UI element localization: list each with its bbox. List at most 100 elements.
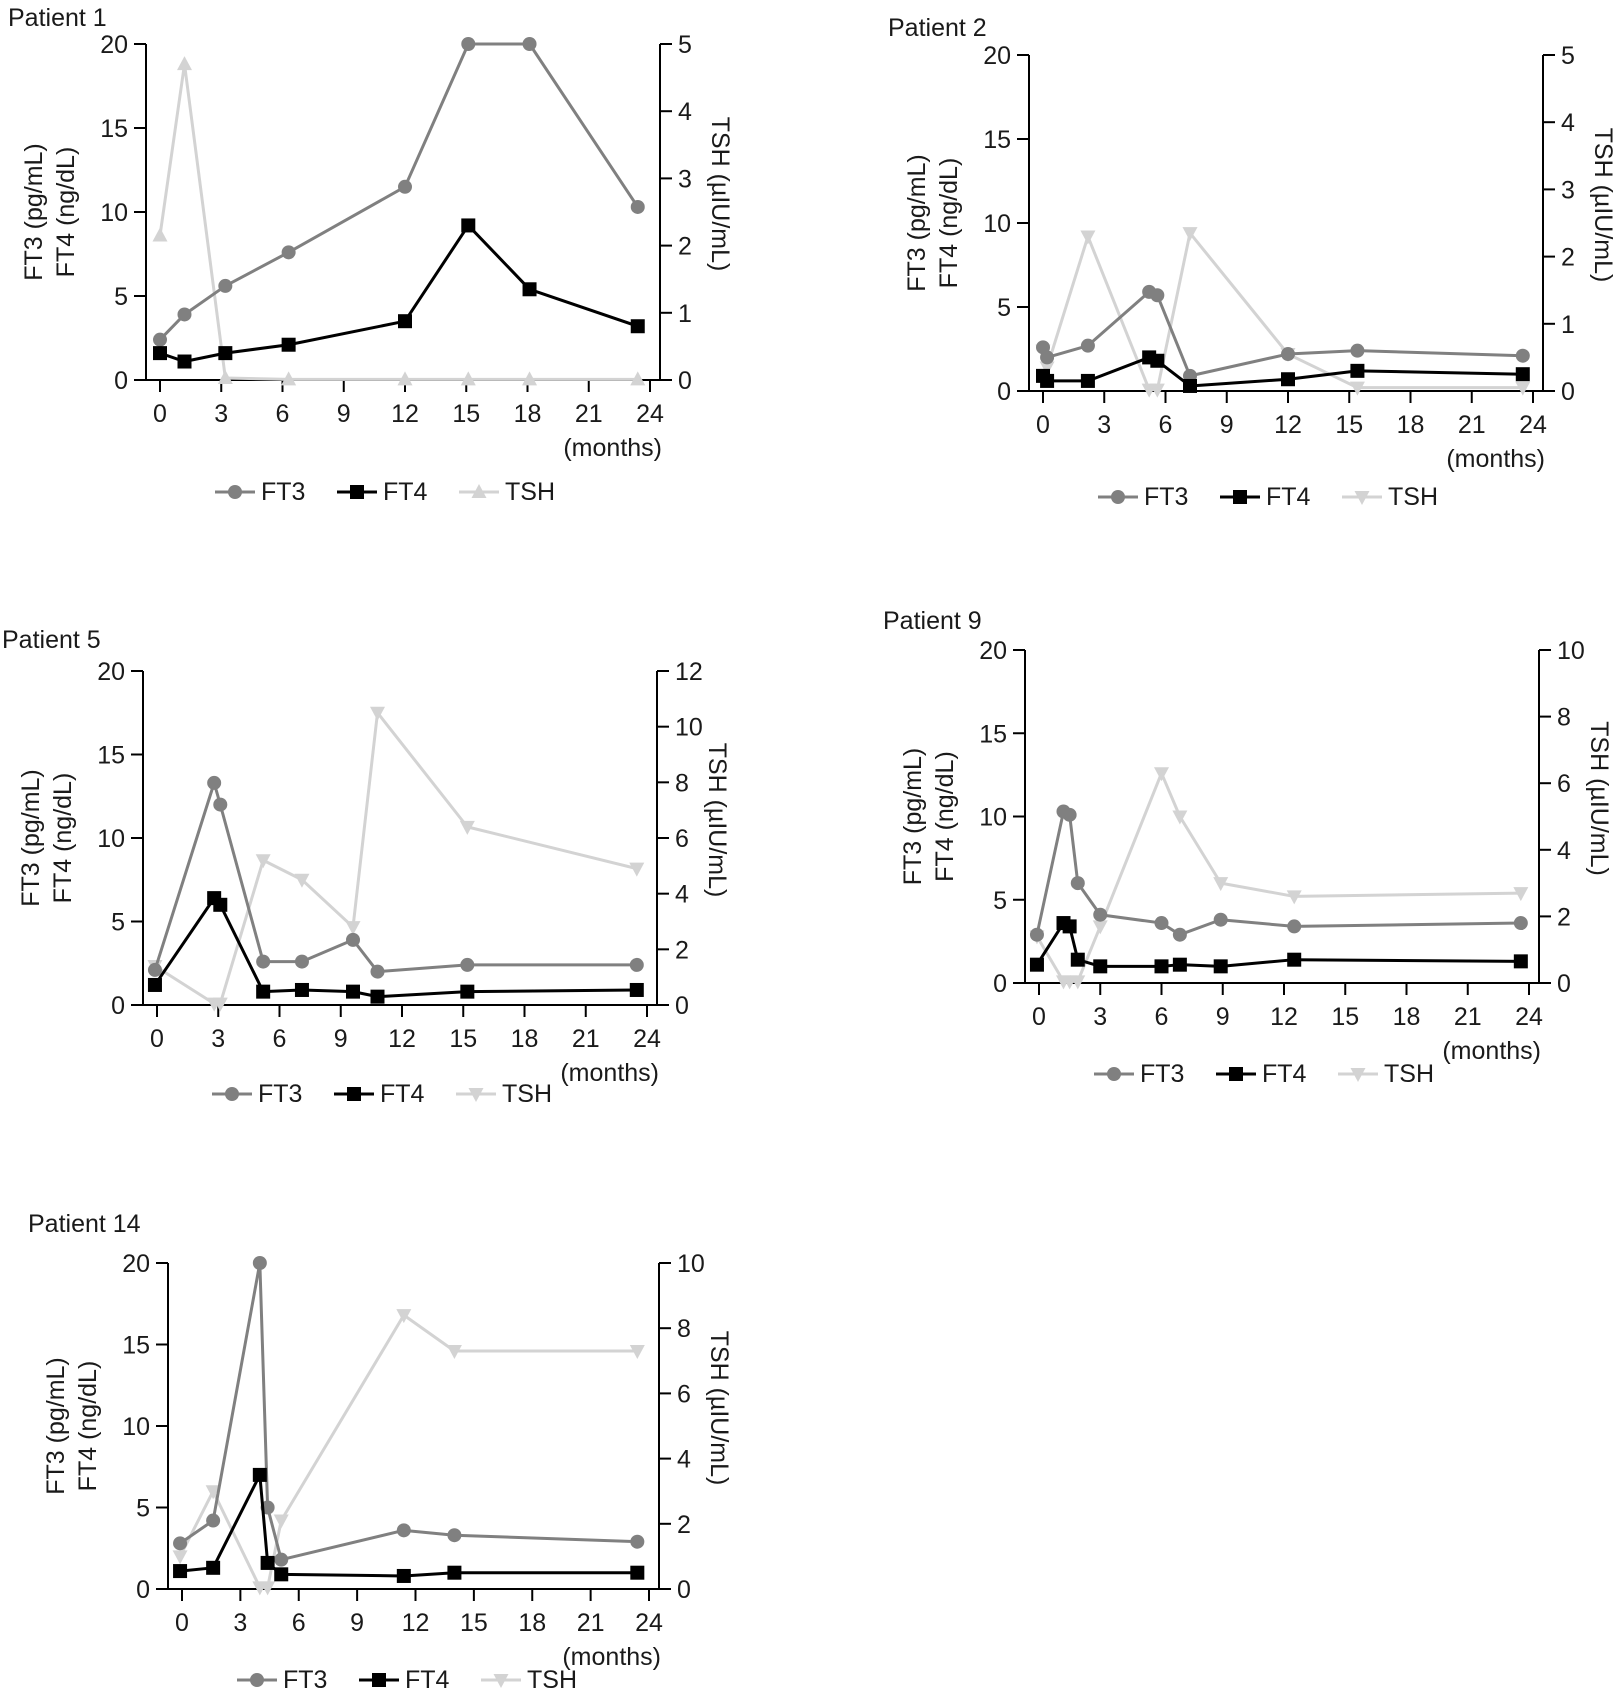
- x-tick-label: 3: [233, 1609, 247, 1637]
- left-tick-label: 20: [97, 658, 125, 686]
- left-tick-label: 0: [997, 378, 1011, 406]
- left-tick-label: 20: [122, 1250, 150, 1278]
- x-tick-label: 3: [1097, 411, 1111, 439]
- legend-label: TSH: [502, 1080, 552, 1108]
- tsh-point: [1213, 877, 1229, 892]
- x-tick-label: 3: [214, 400, 228, 428]
- tsh-point: [629, 862, 645, 877]
- right-tick-label: 0: [1561, 378, 1575, 406]
- x-tick-label: 0: [175, 1609, 189, 1637]
- x-tick-label: 18: [511, 1025, 539, 1053]
- ft3-point: [294, 954, 309, 969]
- legend-label: FT3: [1140, 1060, 1184, 1088]
- legend-marker: [1111, 490, 1125, 504]
- right-tick-label: 6: [675, 825, 689, 853]
- ft4-point: [1154, 959, 1169, 974]
- ft3-point: [447, 1528, 462, 1543]
- x-axis-label: (months): [1442, 1037, 1541, 1065]
- x-tick-label: 15: [460, 1609, 488, 1637]
- ft4-point: [1281, 372, 1295, 387]
- right-tick-label: 2: [1561, 244, 1575, 272]
- x-tick-label: 0: [1036, 411, 1050, 439]
- ft3-point: [206, 1513, 221, 1528]
- ft4-point: [1172, 957, 1187, 972]
- x-tick-label: 15: [1335, 411, 1363, 439]
- series-ft3: [173, 1256, 645, 1567]
- ft3-point: [461, 37, 476, 51]
- right-tick-label: 6: [677, 1380, 691, 1408]
- ft4-point: [629, 982, 644, 997]
- x-axis-label: (months): [563, 434, 662, 462]
- legend-marker: [1354, 491, 1370, 505]
- tsh-point: [522, 371, 538, 386]
- x-tick-label: 12: [1270, 1003, 1298, 1031]
- right-tick-label: 2: [675, 936, 689, 964]
- left-tick-label: 0: [111, 992, 125, 1020]
- series-ft4: [1029, 916, 1528, 974]
- tsh-point: [345, 921, 361, 936]
- ft3-point: [1213, 912, 1228, 927]
- series-ft3: [1029, 804, 1528, 942]
- left-y-axis-label-ft3: FT3 (pg/mL): [42, 1357, 70, 1495]
- x-tick-label: 0: [150, 1025, 164, 1053]
- ft4-point: [630, 1565, 645, 1580]
- tsh-line: [1041, 231, 1523, 392]
- series-tsh: [1029, 767, 1529, 990]
- ft4-point: [252, 1467, 267, 1482]
- ft3-line: [153, 781, 637, 974]
- left-y-axis-label-ft4: FT4 (ng/dL): [49, 773, 77, 904]
- x-tick-label: 6: [1155, 1003, 1169, 1031]
- ft4-point: [173, 1564, 188, 1579]
- x-axis-label: (months): [1446, 445, 1545, 473]
- ft4-point: [294, 982, 309, 997]
- right-tick-label: 2: [677, 1511, 691, 1539]
- series-ft4: [147, 891, 644, 1004]
- left-tick-label: 5: [136, 1495, 150, 1523]
- legend-item-ft4: FT4: [1216, 1060, 1307, 1088]
- tsh-point: [1039, 361, 1055, 376]
- tsh-point: [1172, 810, 1188, 825]
- ft4-point: [1093, 959, 1108, 974]
- tsh-point: [1349, 381, 1365, 396]
- x-tick-label: 18: [1397, 411, 1425, 439]
- x-tick-label: 21: [572, 1025, 600, 1053]
- right-tick-label: 10: [677, 1250, 705, 1278]
- legend-marker: [468, 1088, 484, 1102]
- legend-marker: [228, 485, 242, 499]
- right-tick-label: 4: [677, 1446, 691, 1474]
- ft4-point: [274, 1567, 289, 1582]
- left-tick-label: 5: [114, 283, 128, 311]
- ft4-point: [218, 346, 233, 361]
- legend-marker: [1229, 1067, 1243, 1081]
- right-tick-label: 8: [1557, 704, 1571, 732]
- ft3-point: [1515, 348, 1530, 363]
- right-tick-label: 2: [678, 233, 692, 261]
- ft3-point: [1281, 347, 1295, 362]
- x-tick-label: 6: [276, 400, 290, 428]
- left-tick-label: 0: [993, 970, 1007, 998]
- chart-title: Patient 9: [883, 607, 982, 635]
- ft4-point: [461, 218, 476, 233]
- legend-item-ft4: FT4: [334, 1080, 425, 1108]
- left-tick-label: 10: [97, 825, 125, 853]
- left-y-axis-label-ft4: FT4 (ng/dL): [931, 751, 959, 882]
- x-tick-label: 15: [449, 1025, 477, 1053]
- ft4-point: [1070, 952, 1085, 967]
- ft3-line: [179, 1261, 638, 1562]
- ft4-point: [260, 1555, 275, 1570]
- tsh-point: [459, 820, 475, 835]
- legend-item-ft3: FT3: [237, 1666, 327, 1694]
- right-y-axis-label: TSH (µIU/mL): [1585, 721, 1613, 876]
- x-tick-label: 18: [518, 1609, 546, 1637]
- x-tick-label: 24: [1515, 1003, 1543, 1031]
- ft4-point: [396, 1568, 411, 1583]
- tsh-point: [370, 706, 385, 721]
- tsh-point: [446, 1345, 462, 1360]
- series-ft4: [173, 1467, 645, 1583]
- legend-marker: [250, 1673, 264, 1687]
- x-tick-label: 0: [1032, 1003, 1046, 1031]
- right-y-axis-label: TSH (µIU/mL): [706, 117, 734, 272]
- left-y-axis-label-ft4: FT4 (ng/dL): [74, 1361, 102, 1492]
